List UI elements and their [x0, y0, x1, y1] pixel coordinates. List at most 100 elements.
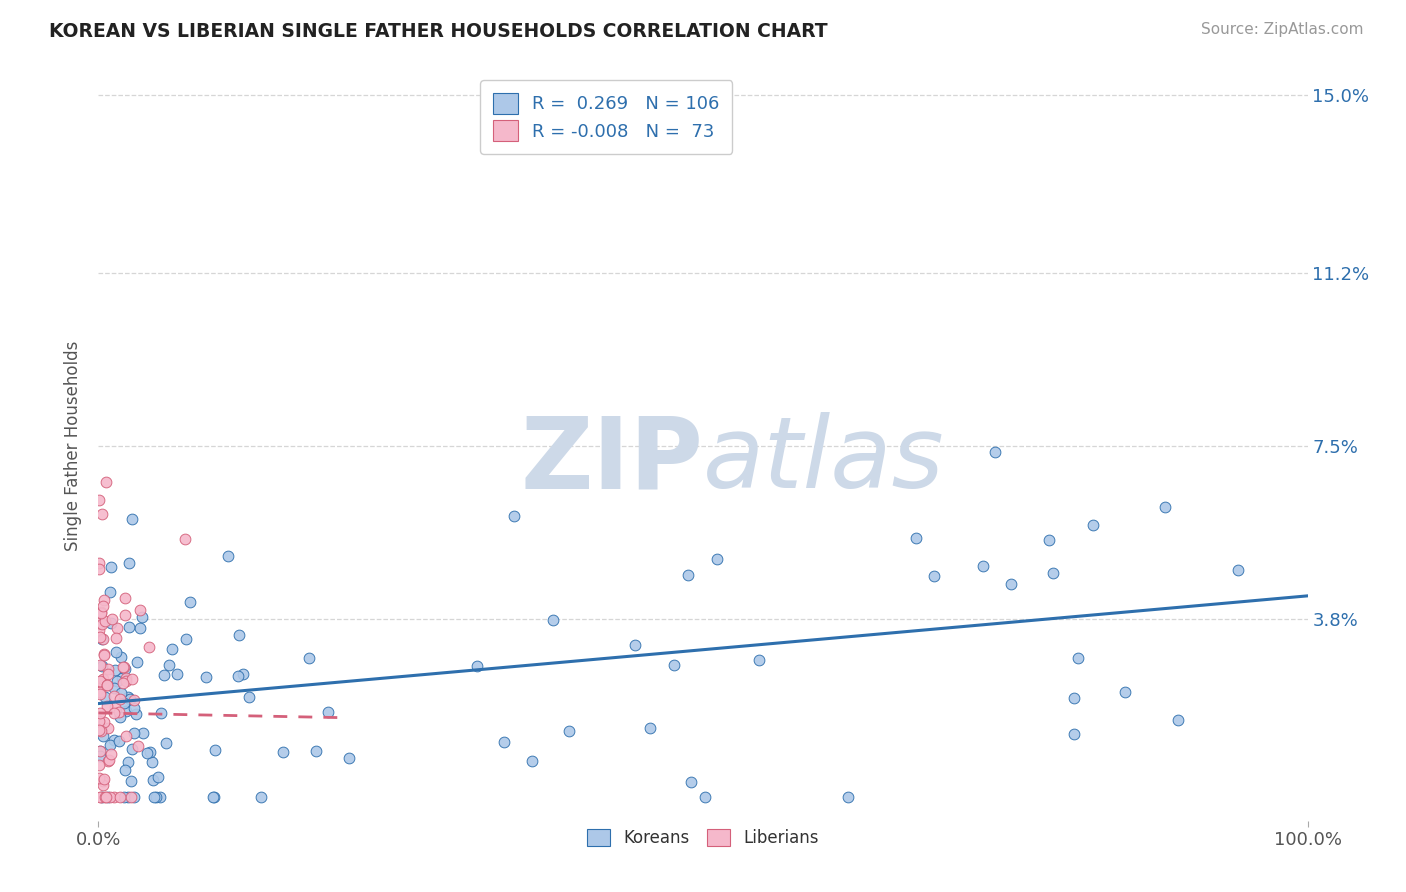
Point [249, 790, 271, 805]
Point [89, 706, 111, 720]
Point [502, 508, 524, 523]
Point [91, 599, 114, 613]
Point [89, 714, 111, 728]
Text: KOREAN VS LIBERIAN SINGLE FATHER HOUSEHOLDS CORRELATION CHART: KOREAN VS LIBERIAN SINGLE FATHER HOUSEHO… [49, 22, 828, 41]
Point [103, 706, 125, 720]
Point [114, 607, 136, 622]
Point [1042, 566, 1064, 581]
Point [142, 773, 165, 788]
Point [89, 723, 111, 738]
Point [91, 672, 114, 686]
Point [100, 615, 122, 630]
Point [115, 704, 138, 718]
Point [89, 744, 111, 758]
Point [90, 722, 112, 736]
Point [114, 591, 136, 605]
Point [201, 790, 224, 805]
Point [91, 632, 114, 647]
Point [96, 678, 118, 692]
Point [93, 790, 115, 805]
Point [96, 698, 118, 713]
Point [204, 742, 226, 756]
Point [110, 671, 132, 685]
Text: ZIP: ZIP [520, 412, 703, 509]
Point [149, 790, 172, 805]
Point [148, 770, 170, 784]
Point [115, 673, 138, 688]
Point [87, 562, 110, 576]
Point [97, 666, 120, 681]
Point [98, 753, 121, 767]
Point [90, 790, 112, 805]
Point [90, 606, 112, 620]
Point [1081, 518, 1104, 533]
Point [90, 616, 112, 631]
Point [104, 664, 127, 678]
Point [305, 743, 328, 757]
Point [89, 687, 111, 701]
Point [271, 745, 294, 759]
Point [112, 790, 135, 805]
Point [89, 790, 111, 805]
Legend: Koreans, Liberians: Koreans, Liberians [581, 822, 825, 854]
Point [520, 754, 543, 768]
Point [87, 771, 110, 785]
Point [96, 662, 118, 676]
Point [149, 706, 172, 721]
Point [91, 729, 114, 743]
Point [118, 691, 141, 706]
Point [100, 747, 122, 762]
Point [122, 700, 145, 714]
Point [90, 605, 112, 619]
Text: Source: ZipAtlas.com: Source: ZipAtlas.com [1201, 22, 1364, 37]
Point [105, 622, 128, 636]
Point [1153, 500, 1175, 514]
Point [122, 790, 145, 805]
Point [904, 531, 927, 545]
Point [543, 613, 565, 627]
Point [100, 612, 122, 626]
Point [105, 673, 128, 688]
Point [110, 710, 132, 724]
Point [131, 609, 153, 624]
Point [97, 790, 120, 805]
Point [104, 700, 127, 714]
Point [176, 632, 198, 646]
Point [173, 533, 195, 547]
Point [145, 790, 167, 805]
Point [118, 620, 141, 634]
Point [104, 632, 127, 646]
Point [89, 631, 111, 645]
Point [127, 739, 149, 753]
Point [492, 735, 515, 749]
Point [217, 549, 239, 563]
Point [624, 638, 647, 652]
Point [337, 750, 360, 764]
Point [922, 569, 945, 583]
Point [1000, 577, 1022, 591]
Point [103, 790, 125, 805]
Point [96, 678, 118, 692]
Point [93, 648, 115, 663]
Point [638, 721, 661, 735]
Point [748, 653, 770, 667]
Point [89, 744, 111, 758]
Point [143, 790, 166, 805]
Point [112, 676, 135, 690]
Point [232, 666, 254, 681]
Point [103, 681, 125, 695]
Point [121, 742, 143, 756]
Point [103, 733, 125, 747]
Point [141, 756, 163, 770]
Point [122, 693, 145, 707]
Point [558, 723, 581, 738]
Point [676, 567, 699, 582]
Y-axis label: Single Father Households: Single Father Households [65, 341, 83, 551]
Point [94, 690, 117, 704]
Point [98, 584, 121, 599]
Text: atlas: atlas [703, 412, 945, 509]
Point [96, 790, 118, 805]
Point [120, 790, 142, 805]
Point [111, 660, 134, 674]
Point [93, 647, 115, 661]
